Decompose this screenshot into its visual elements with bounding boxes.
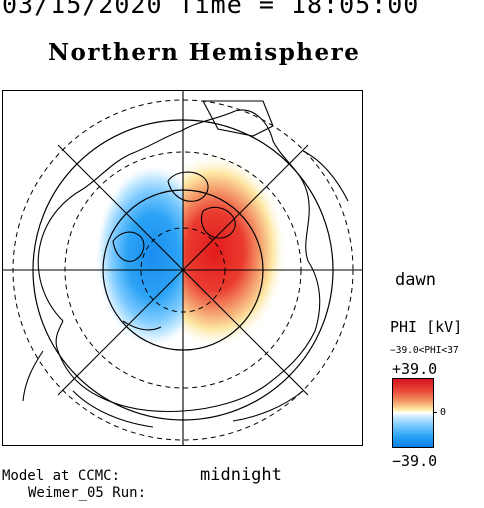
polar-map-plot bbox=[2, 90, 363, 446]
colorbar-min-label: −39.0 bbox=[392, 452, 438, 470]
colorbar-gradient bbox=[392, 378, 434, 448]
model-credit-line: Model at CCMC: bbox=[2, 468, 121, 484]
colorbar-title: PHI [kV] bbox=[390, 318, 463, 336]
colorbar-zero-tick bbox=[433, 412, 437, 413]
positive-potential-cell bbox=[183, 153, 287, 349]
dawn-label: dawn bbox=[395, 270, 436, 290]
polar-map-canvas bbox=[3, 91, 362, 445]
colorbar-range-text: −39.0<PHI<37 bbox=[390, 345, 459, 356]
colorbar-max-label: +39.0 bbox=[392, 360, 438, 378]
meridian-lines bbox=[3, 91, 362, 445]
coastlines bbox=[22, 100, 349, 428]
hemisphere-title: Northern Hemisphere bbox=[48, 39, 361, 66]
date-time-header: 03/15/2020 Time = 18:05:00 bbox=[2, 0, 420, 19]
midnight-label: midnight bbox=[200, 465, 282, 485]
colorbar-zero-label: 0 bbox=[440, 407, 447, 418]
run-credit-line: Weimer_05 Run: bbox=[28, 485, 147, 501]
negative-potential-cell bbox=[95, 164, 183, 348]
